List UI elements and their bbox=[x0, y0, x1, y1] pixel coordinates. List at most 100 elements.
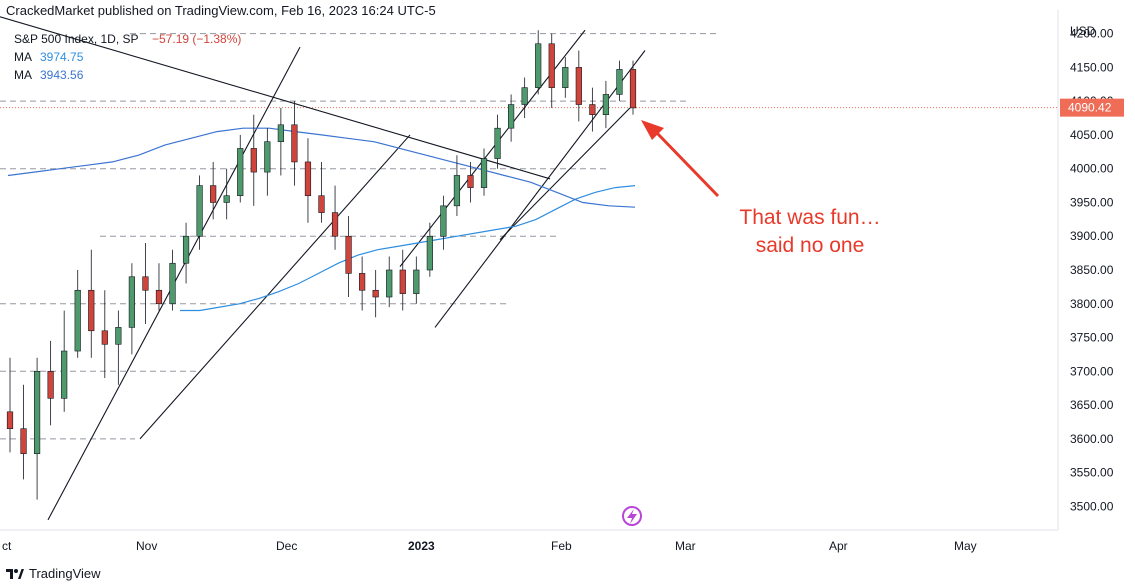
time-tick-label: Feb bbox=[551, 539, 572, 553]
candlestick-chart[interactable]: USD4200.004150.004100.004050.004000.0039… bbox=[0, 0, 1135, 560]
annotation-line2: said no one bbox=[756, 234, 865, 257]
annotation-line1: That was fun… bbox=[739, 206, 880, 229]
price-tick-label: 3800.00 bbox=[1070, 297, 1114, 311]
candle-body bbox=[359, 273, 366, 291]
candle-body bbox=[20, 428, 27, 454]
candle bbox=[399, 249, 406, 311]
candle bbox=[33, 357, 41, 500]
candle bbox=[426, 222, 433, 277]
candle bbox=[440, 195, 447, 250]
candle-body bbox=[47, 370, 54, 399]
price-tick-label: 3850.00 bbox=[1070, 263, 1114, 277]
price-tick-label: 3700.00 bbox=[1070, 364, 1114, 378]
trend-line bbox=[434, 50, 646, 328]
candle bbox=[277, 107, 284, 176]
candle bbox=[508, 94, 515, 142]
candle-body bbox=[155, 289, 163, 305]
candle-body bbox=[61, 350, 68, 399]
trend-line bbox=[139, 134, 411, 440]
candle bbox=[318, 161, 325, 223]
price-tick-label: 4000.00 bbox=[1070, 162, 1114, 176]
candle-body bbox=[589, 104, 596, 115]
candle bbox=[88, 249, 95, 358]
price-tick-label: 4200.00 bbox=[1070, 27, 1114, 41]
candle-body bbox=[318, 195, 325, 213]
candle bbox=[101, 290, 108, 379]
candle bbox=[291, 101, 298, 186]
price-tick-label: 3600.00 bbox=[1070, 432, 1114, 446]
candle bbox=[453, 155, 461, 216]
candle-body bbox=[602, 94, 610, 115]
ma-fast-line bbox=[180, 185, 636, 312]
candle-body bbox=[453, 175, 461, 207]
candle bbox=[264, 128, 271, 196]
candle-body bbox=[440, 205, 447, 237]
candle-body bbox=[426, 235, 433, 271]
candle-body bbox=[575, 67, 582, 105]
candle bbox=[548, 33, 555, 108]
candle-body bbox=[616, 69, 623, 95]
candle bbox=[602, 80, 610, 129]
time-tick-label: May bbox=[954, 539, 977, 553]
annotation: That was fun… said no one bbox=[641, 120, 881, 257]
candle-body bbox=[169, 262, 176, 305]
candle-body bbox=[494, 127, 501, 159]
candle-body bbox=[304, 161, 312, 197]
gridlines bbox=[0, 10, 1059, 531]
candle-body bbox=[508, 104, 515, 129]
candle-body bbox=[291, 124, 298, 163]
candle bbox=[521, 77, 528, 119]
candle bbox=[250, 114, 257, 206]
price-tick-label: 3650.00 bbox=[1070, 398, 1114, 412]
candle bbox=[480, 148, 488, 196]
currency-label: USD bbox=[1070, 24, 1096, 38]
candle-body bbox=[115, 327, 122, 345]
flash-icon[interactable] bbox=[622, 506, 642, 526]
candle bbox=[616, 60, 623, 102]
time-tick-label: ct bbox=[2, 539, 12, 553]
candle bbox=[155, 263, 163, 311]
candle-body bbox=[223, 195, 230, 203]
candle bbox=[20, 384, 27, 480]
candle bbox=[575, 50, 582, 122]
trend-line bbox=[499, 107, 631, 240]
candle-body bbox=[480, 158, 488, 188]
publisher-line: CrackedMarket published on TradingView.c… bbox=[6, 3, 436, 18]
footer: TradingView bbox=[6, 566, 101, 581]
time-axis: ct Nov Dec 2023 Feb Mar Apr May bbox=[2, 539, 977, 553]
candle bbox=[142, 242, 149, 325]
ma-slow-line bbox=[7, 127, 636, 208]
candle-body bbox=[467, 175, 474, 188]
time-tick-label: Nov bbox=[136, 539, 157, 553]
candle bbox=[115, 310, 122, 385]
candle bbox=[386, 256, 393, 308]
candle bbox=[345, 215, 352, 298]
candle bbox=[304, 138, 312, 223]
candle-body bbox=[345, 235, 352, 274]
candle bbox=[196, 175, 203, 250]
candle bbox=[128, 263, 135, 355]
candle bbox=[535, 30, 542, 95]
candle-body bbox=[264, 141, 271, 173]
candle-body bbox=[250, 148, 257, 173]
candle bbox=[331, 185, 339, 250]
ma1-value: 3974.75 bbox=[40, 50, 84, 64]
price-tick-label: 3950.00 bbox=[1070, 195, 1114, 209]
price-tick-label: 3500.00 bbox=[1070, 499, 1114, 513]
candle bbox=[494, 114, 501, 169]
candle-body bbox=[629, 69, 637, 109]
candle-body bbox=[210, 185, 217, 203]
candle bbox=[182, 222, 190, 284]
candle-body bbox=[88, 289, 95, 332]
candle-body bbox=[74, 289, 81, 352]
last-price-label: 4090.42 bbox=[1068, 101, 1112, 115]
annotation-arrow-shaft bbox=[654, 130, 720, 198]
candle bbox=[47, 340, 54, 426]
candle-body bbox=[562, 67, 569, 88]
legend-symbol: S&P 500 Index, 1D, SP bbox=[14, 32, 139, 46]
candle bbox=[169, 249, 176, 311]
time-tick-label: Apr bbox=[829, 539, 848, 553]
ma1-label: MA bbox=[14, 50, 32, 64]
candle bbox=[589, 87, 596, 132]
candle-body bbox=[237, 148, 244, 197]
